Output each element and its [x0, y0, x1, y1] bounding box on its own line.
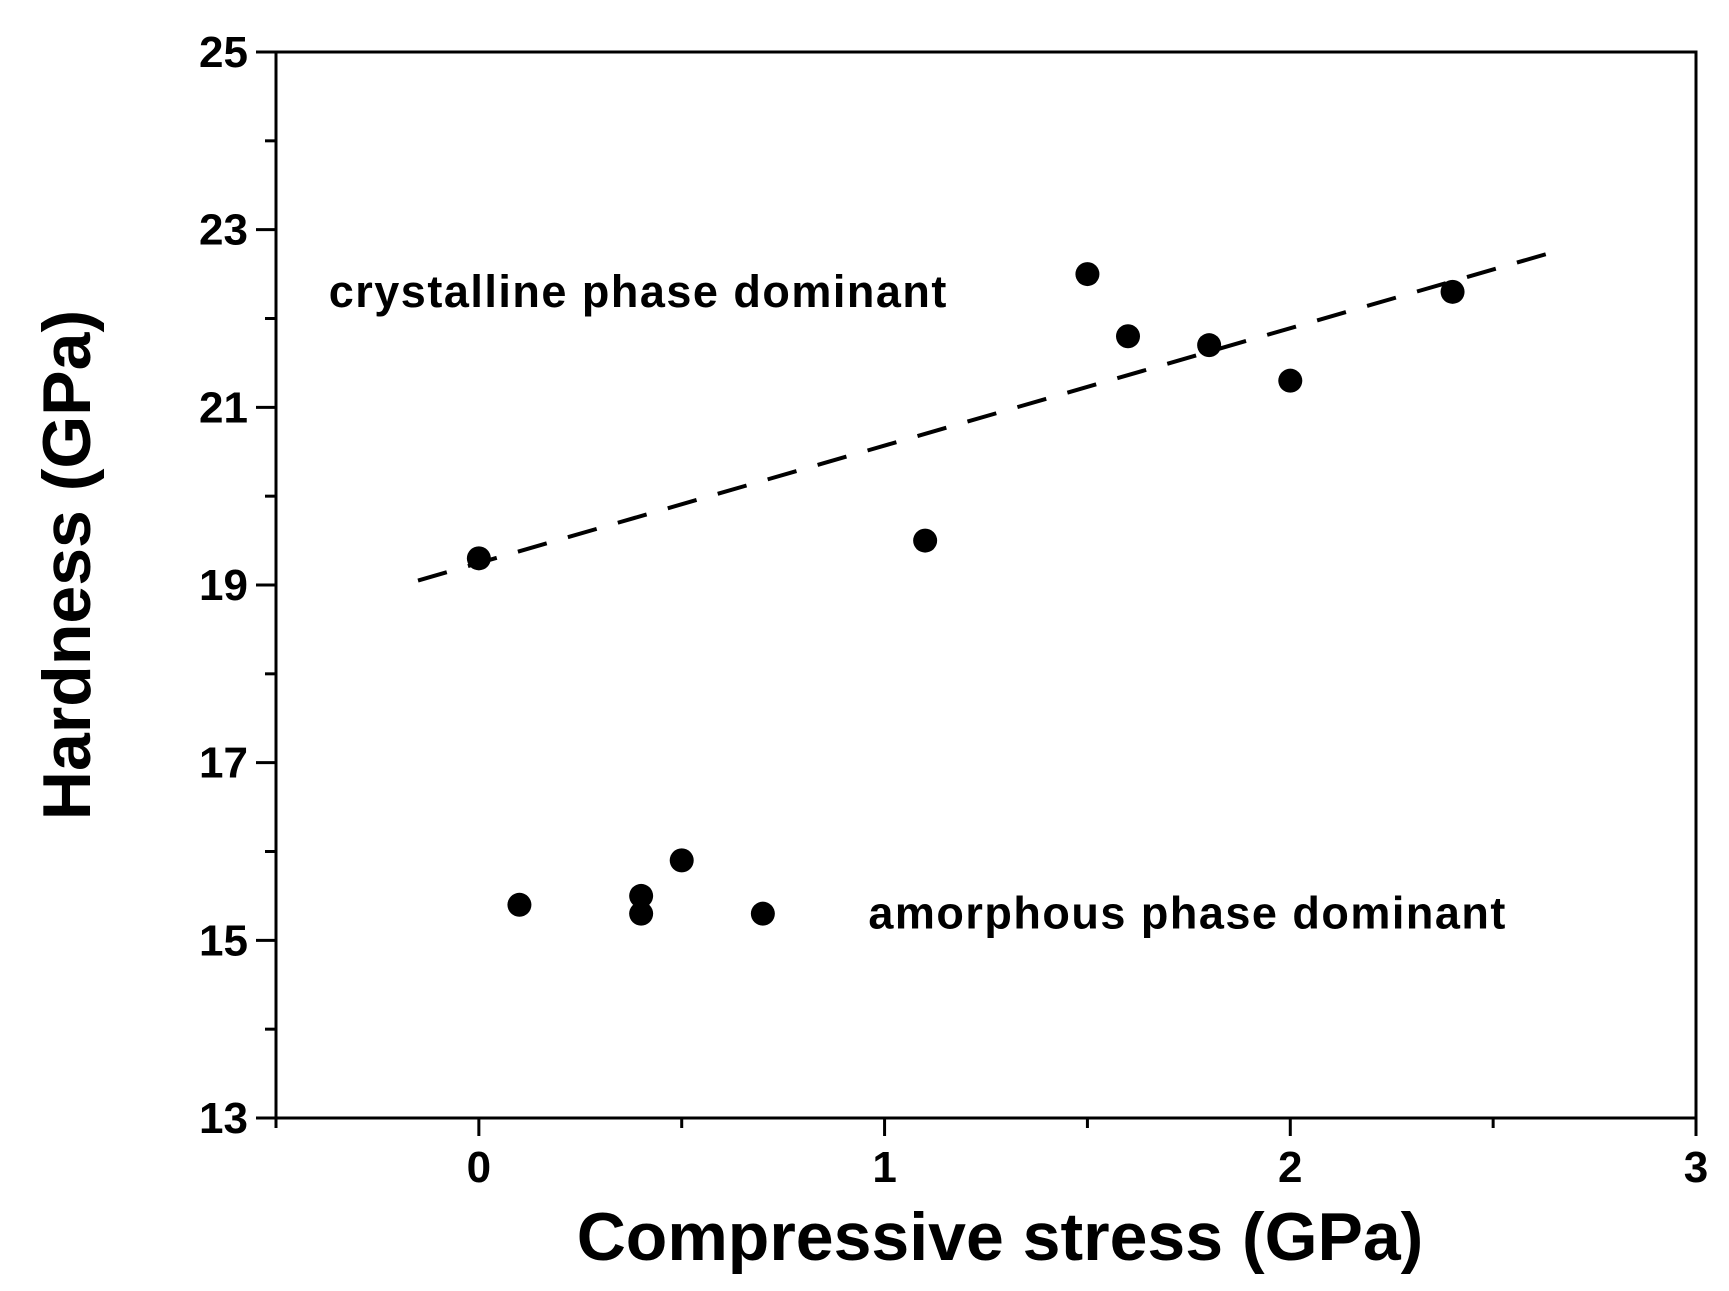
x-tick-label: 3	[1684, 1143, 1708, 1192]
data-point	[507, 892, 532, 917]
x-tick-label: 0	[467, 1143, 491, 1192]
trend-line	[417, 249, 1555, 583]
x-tick-label: 2	[1278, 1143, 1302, 1192]
plot-frame	[274, 50, 1698, 1120]
annotation-amorphous: amorphous phase dominant	[868, 888, 1507, 939]
data-point	[1440, 279, 1465, 304]
data-point	[1197, 333, 1222, 358]
trend-line-group	[417, 249, 1555, 583]
data-point	[750, 901, 775, 926]
data-point	[629, 901, 654, 926]
data-point	[1116, 324, 1140, 349]
data-point	[629, 883, 654, 908]
data-point	[913, 528, 938, 553]
x-axis-title: Compressive stress (GPa)	[577, 1199, 1424, 1275]
y-tick-label: 21	[199, 383, 248, 432]
data-points	[466, 262, 1465, 926]
y-tick-label: 17	[199, 739, 248, 788]
labels: Compressive stress (GPa) Hardness (GPa) …	[29, 266, 1507, 1275]
annotation-crystalline: crystalline phase dominant	[329, 266, 948, 317]
y-tick-label: 25	[199, 28, 248, 77]
y-tick-label: 19	[199, 561, 248, 610]
data-point	[1075, 262, 1100, 287]
y-tick-label: 13	[199, 1094, 248, 1143]
y-axis-title: Hardness (GPa)	[29, 310, 105, 820]
y-tick-label: 23	[199, 206, 248, 255]
y-tick-label: 15	[199, 916, 248, 965]
x-tick-label: 1	[872, 1143, 896, 1192]
data-point	[1278, 368, 1303, 393]
data-point	[669, 848, 694, 873]
data-point	[466, 546, 491, 571]
